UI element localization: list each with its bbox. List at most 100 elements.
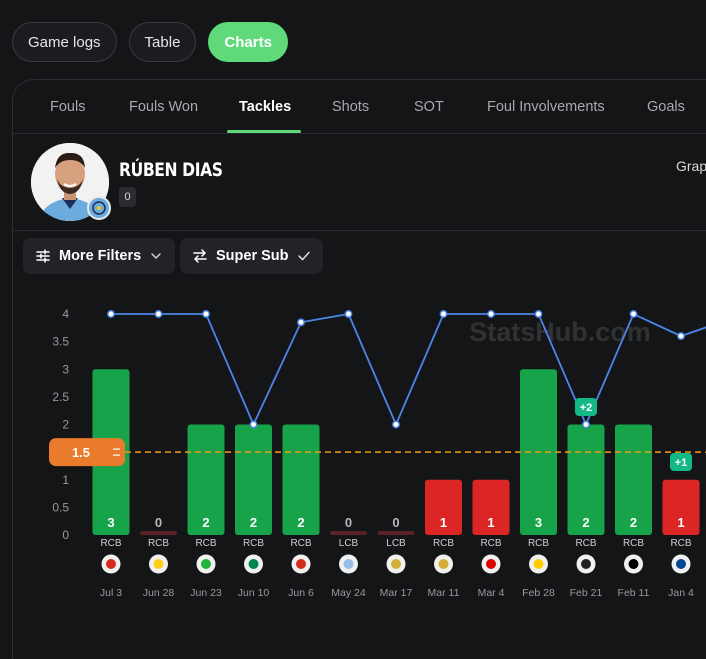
- tab-tackles[interactable]: Tackles: [239, 99, 292, 115]
- date-label: Jul 3: [100, 587, 122, 599]
- bar-value-label: 1: [487, 515, 494, 530]
- line-point: [677, 332, 685, 341]
- date-label: Mar 11: [428, 587, 460, 599]
- bar-value-label: 2: [630, 515, 637, 530]
- bar-value-label: 3: [535, 515, 542, 530]
- divider: [13, 230, 706, 231]
- line-point: [249, 420, 258, 429]
- bar: [140, 531, 177, 535]
- position-label: RCB: [433, 538, 454, 549]
- bar-value-label: 2: [582, 515, 589, 530]
- position-label: RCB: [480, 538, 501, 549]
- tab-fouls[interactable]: Fouls: [50, 99, 86, 115]
- uzbekistan-flag-icon: [196, 554, 216, 574]
- tab-fouls-won[interactable]: Fouls Won: [129, 99, 199, 115]
- date-label: Jun 23: [190, 587, 222, 599]
- tab-game-logs[interactable]: Game logs: [12, 22, 117, 62]
- position-label: LCB: [339, 538, 359, 549]
- y-tick-label: 3: [62, 362, 69, 376]
- croatia-flag-icon: [101, 554, 121, 574]
- line-point: [487, 310, 495, 318]
- club-crest-icon: [87, 196, 111, 220]
- bar-value-label: 1: [440, 515, 447, 530]
- position-label: RCB: [100, 538, 121, 549]
- bar-value-label: 0: [155, 515, 162, 530]
- check-icon: [297, 251, 310, 261]
- nottingham-forest-crest-icon: [481, 554, 501, 574]
- super-sub-button[interactable]: Super Sub: [180, 238, 323, 274]
- nigeria-flag-icon: [244, 554, 263, 574]
- bar-value-label: 1: [677, 515, 684, 530]
- bar-value-label: 0: [392, 515, 399, 530]
- date-label: Jan 4: [668, 587, 694, 599]
- bar-value-label: 0: [345, 515, 352, 530]
- line-point: [154, 310, 163, 318]
- bar: [330, 531, 367, 535]
- tab-sot[interactable]: SOT: [414, 99, 444, 115]
- super-sub-label: Super Sub: [216, 248, 289, 264]
- tab-table[interactable]: Table: [128, 22, 197, 62]
- position-label: RCB: [575, 538, 596, 549]
- y-tick-label: 3.5: [52, 335, 69, 349]
- chevron-down-icon: [151, 253, 161, 260]
- bar: [662, 479, 700, 535]
- more-filters-button[interactable]: More Filters: [23, 238, 176, 274]
- date-label: Jun 6: [288, 587, 314, 599]
- line-point: [534, 310, 543, 318]
- leeds-crest-icon: [529, 554, 548, 574]
- tab-goals[interactable]: Goals: [647, 99, 685, 115]
- date-label: Jun 28: [143, 587, 175, 599]
- bar: [235, 424, 272, 535]
- position-label: RCB: [243, 538, 264, 549]
- bar-value-label: 3: [107, 515, 114, 530]
- line-point: [582, 420, 590, 429]
- super-sub-badge: +2: [575, 398, 597, 416]
- line-point: [107, 310, 115, 318]
- position-label: LCB: [386, 538, 406, 549]
- position-label: RCB: [623, 538, 644, 549]
- date-label: Mar 17: [380, 587, 413, 599]
- chart-panel: Fouls Fouls Won Tackles Shots SOT Foul I…: [12, 79, 706, 659]
- line-point: [439, 310, 448, 318]
- tab-charts[interactable]: Charts: [208, 22, 288, 62]
- tab-shots[interactable]: Shots: [332, 99, 370, 115]
- colombia-flag-icon: [149, 554, 168, 574]
- position-label: RCB: [670, 538, 691, 549]
- jersey-number: 0: [119, 187, 136, 207]
- line-point: [629, 310, 638, 318]
- minutes-line: [111, 312, 706, 427]
- chelsea-crest-icon: [671, 554, 691, 574]
- real-madrid-crest-icon: [434, 554, 453, 574]
- fulham-crest-icon: [624, 554, 643, 574]
- super-sub-badge: +1: [670, 453, 692, 471]
- active-tab-indicator: [227, 130, 301, 133]
- bar-value-label: 2: [250, 515, 257, 530]
- position-label: RCB: [290, 538, 311, 549]
- tab-foul-involvements[interactable]: Foul Involvements: [487, 99, 605, 115]
- date-label: Feb 28: [522, 587, 555, 599]
- stat-tabs: Fouls Fouls Won Tackles Shots SOT Foul I…: [13, 80, 706, 134]
- player-photo: [31, 143, 111, 223]
- newcastle-crest-icon: [576, 554, 596, 574]
- super-sub-value: +2: [580, 402, 593, 414]
- bar: [615, 424, 652, 535]
- date-label: Feb 21: [570, 587, 603, 599]
- chile-flag-icon: [291, 554, 311, 574]
- y-tick-label: 1: [62, 473, 69, 487]
- date-label: Feb 11: [618, 587, 650, 599]
- line-point: [202, 310, 210, 318]
- line-point: [344, 310, 353, 318]
- real-madrid-crest-icon: [386, 554, 406, 574]
- player-name: RÚBEN DIAS: [119, 159, 223, 181]
- date-label: May 24: [331, 587, 366, 599]
- date-label: Jun 10: [238, 587, 270, 599]
- graph-label[interactable]: Grap: [676, 158, 706, 174]
- y-tick-label: 0: [62, 528, 69, 542]
- threshold-value: 1.5: [72, 445, 90, 460]
- super-sub-value: +1: [675, 457, 688, 469]
- bar-value-label: 2: [297, 515, 304, 530]
- bar: [472, 479, 510, 535]
- aston-villa-crest-icon: [339, 554, 358, 574]
- y-tick-label: 4: [62, 307, 69, 321]
